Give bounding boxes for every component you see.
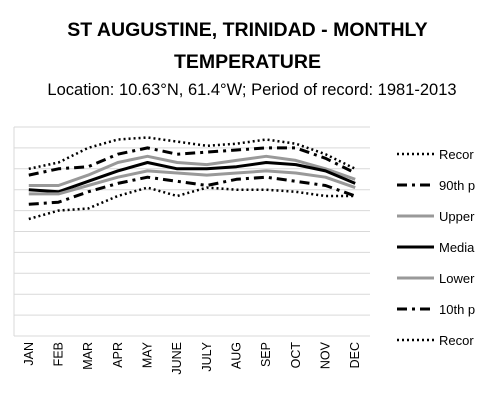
x-tick-label: NOV [319, 341, 333, 369]
x-tick-label: DEC [348, 342, 362, 368]
x-tick-label: MAR [81, 342, 95, 370]
legend-label: Recor [439, 333, 474, 348]
legend: Recor 90th p Upper Media Lower 10th p Recor [397, 147, 475, 348]
series-lines [28, 136, 356, 221]
legend-label: Upper [439, 209, 475, 224]
legend-label: 90th p [439, 178, 475, 193]
x-tick-label: AUG [230, 342, 244, 369]
x-tick-label: JULY [200, 341, 214, 371]
x-tick-label: FEB [52, 342, 66, 366]
series-line-2 [28, 146, 356, 177]
series-line-3 [28, 154, 356, 187]
legend-label: Media [439, 240, 475, 255]
chart-subtitle: Location: 10.63°N, 61.4°W; Period of rec… [47, 81, 457, 99]
x-tick-label: APR [111, 342, 125, 368]
legend-label: Lower [439, 271, 475, 286]
x-tick-label: JAN [22, 342, 36, 366]
series-line-4 [28, 161, 356, 194]
x-tick-label: SEP [259, 342, 273, 367]
chart-title-line1: ST AUGUSTINE, TRINIDAD - MONTHLY [67, 19, 428, 41]
x-axis-labels: JAN FEB MAR APR MAY JUNE JULY AUG SEP OCT NOV DEC [22, 341, 362, 374]
chart-title-line2: TEMPERATURE [174, 51, 321, 73]
series-line-7 [28, 186, 356, 221]
series-line-6 [28, 175, 356, 206]
x-tick-label: MAY [141, 341, 155, 368]
series-line-5 [28, 169, 356, 196]
legend-label: 10th p [439, 302, 475, 317]
x-tick-label: OCT [289, 342, 303, 369]
x-tick-label: JUNE [170, 342, 184, 375]
legend-label: Recor [439, 147, 474, 162]
